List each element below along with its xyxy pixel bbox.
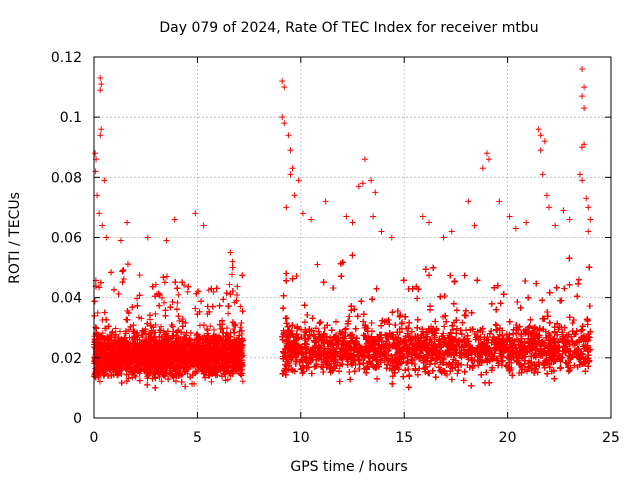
- roti-point: [152, 281, 159, 288]
- roti-point: [136, 272, 143, 279]
- roti-point: [170, 333, 177, 340]
- roti-point: [225, 310, 232, 317]
- roti-point: [176, 317, 183, 324]
- roti-point: [152, 310, 159, 317]
- roti-point: [160, 327, 167, 334]
- roti-point: [158, 323, 165, 330]
- roti-point: [184, 288, 191, 295]
- roti-point: [226, 281, 233, 288]
- roti-point: [158, 378, 165, 385]
- roti-point: [208, 378, 215, 385]
- roti-point: [97, 378, 104, 385]
- roti-point: [174, 299, 181, 306]
- roti-point: [126, 326, 133, 333]
- roti-point: [161, 299, 168, 306]
- roti-point: [237, 303, 244, 310]
- roti-point: [237, 324, 244, 331]
- chart-title: Day 079 of 2024, Rate Of TEC Index for r…: [159, 20, 538, 36]
- roti-point: [138, 315, 145, 322]
- roti-point: [239, 378, 246, 385]
- roti-point: [207, 323, 214, 330]
- roti-point: [112, 325, 119, 332]
- roti-point: [120, 275, 127, 282]
- roti-point: [94, 309, 101, 316]
- roti-point: [229, 271, 236, 278]
- roti-point: [232, 321, 239, 328]
- roti-point: [223, 325, 230, 332]
- roti-point: [134, 295, 141, 302]
- roti-point: [210, 288, 217, 295]
- data-points: [91, 66, 594, 391]
- roti-point: [230, 326, 237, 333]
- roti-point: [205, 287, 212, 294]
- roti-point: [175, 291, 182, 298]
